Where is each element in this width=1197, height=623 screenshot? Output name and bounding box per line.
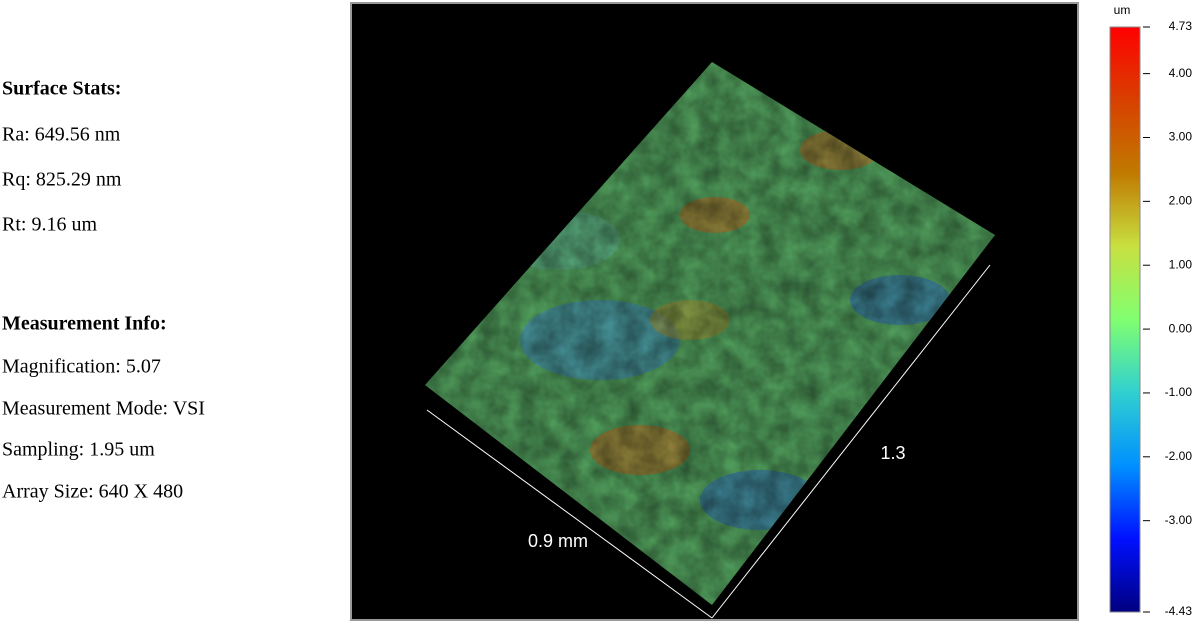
colorbar-tick-label: -2.00: [1165, 449, 1193, 463]
colorbar-tick-label: 4.73: [1169, 19, 1193, 33]
stat: Rt: 9.16 um: [2, 214, 97, 236]
y-axis-label: 1.3: [880, 443, 905, 463]
stat: Rq: 825.29 nm: [2, 169, 122, 191]
info-item: Array Size: 640 X 480: [2, 481, 183, 503]
colorbar-tick-label: -1.00: [1165, 385, 1193, 399]
info-item: Magnification: 5.07: [2, 356, 161, 378]
colorbar-tick-label: -4.43: [1165, 604, 1193, 618]
colorbar-tick-label: -3.00: [1165, 513, 1193, 527]
colorbar-tick-label: 1.00: [1169, 257, 1193, 271]
y-axis: [711, 264, 991, 619]
stat: Ra: 649.56 nm: [2, 124, 121, 146]
x-axis: [426, 409, 713, 619]
colorbar-tick-label: 2.00: [1169, 194, 1193, 208]
info-item: Sampling: 1.95 um: [2, 439, 155, 461]
colorbar-tick-label: 0.00: [1169, 321, 1193, 335]
info-title: Measurement Info:: [2, 313, 167, 335]
colorbar-unit: um: [1114, 3, 1131, 17]
colorbar-tick-label: 3.00: [1169, 130, 1193, 144]
x-axis-label: 0.9 mm: [528, 531, 588, 551]
info-item: Measurement Mode: VSI: [2, 398, 205, 420]
colorbar: [1109, 26, 1141, 613]
stats-title: Surface Stats:: [2, 78, 121, 100]
colorbar-tick-label: 4.00: [1169, 66, 1193, 80]
